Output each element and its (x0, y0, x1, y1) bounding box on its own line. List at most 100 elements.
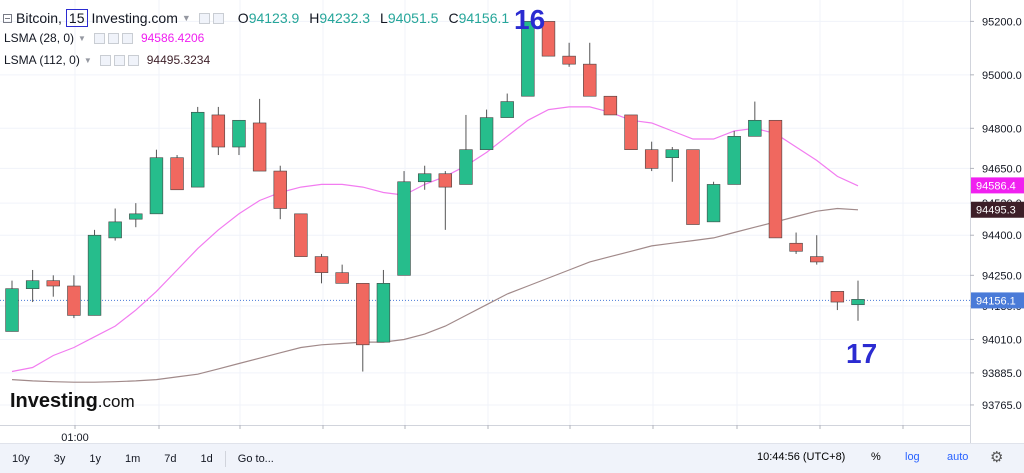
candle-body (417, 173, 432, 183)
lsma28-line (11, 106, 859, 373)
close-icon[interactable] (127, 54, 139, 66)
interval-box[interactable]: 15 (65, 9, 88, 27)
y-tick-label: 94800.0 (982, 123, 1022, 135)
price-badge-label: 94586.4 (976, 180, 1016, 192)
x-tick-label: 01:00 (61, 432, 89, 443)
bottom-toolbar: 10y 3y 1y 1m 7d 1d Go to... (0, 443, 1024, 473)
candle-body (87, 234, 102, 316)
range-1d[interactable]: 1d (200, 452, 213, 465)
lsma28-legend: LSMA (28, 0) ▼ 94586.4206 (0, 31, 204, 45)
price-badge (971, 292, 1024, 309)
auto-toggle[interactable]: auto (947, 451, 969, 463)
range-1m[interactable]: 1m (125, 452, 141, 465)
candle-body (170, 157, 184, 191)
symbol-name: Bitcoin, (16, 10, 62, 26)
candle-body (706, 184, 721, 223)
candle-body (810, 256, 824, 263)
annotation-16: 16 (514, 4, 546, 35)
eye-icon[interactable] (93, 32, 105, 44)
range-3y[interactable]: 3y (53, 452, 66, 465)
candle-body (686, 149, 700, 225)
source-name: Investing.com (91, 10, 178, 26)
y-tick-label: 94250.0 (982, 270, 1022, 282)
candle-body (748, 119, 762, 137)
candle-body (768, 119, 783, 239)
chevron-down-icon[interactable]: ▼ (83, 55, 92, 65)
y-tick-label: 95200.0 (982, 16, 1022, 28)
y-tick-label: 94010.0 (982, 334, 1022, 346)
goto-button[interactable]: Go to... (237, 452, 274, 465)
chevron-down-icon[interactable]: ▼ (78, 33, 86, 43)
price-badge-label: 94156.1 (976, 295, 1016, 307)
candle-body (314, 256, 329, 273)
candle-body (727, 136, 741, 185)
clock-display: 10:44:56 (UTC+8) (757, 451, 846, 463)
logo-main: Investing (10, 390, 98, 412)
candle-body (108, 221, 122, 239)
candle-body (211, 114, 226, 148)
y-tick-label: 93885.0 (982, 368, 1022, 380)
candle-body (191, 111, 205, 188)
close-icon[interactable] (121, 32, 133, 44)
candle-body (232, 119, 246, 148)
range-7d[interactable]: 7d (164, 452, 177, 465)
candle-body (459, 149, 473, 185)
series-settings-icons[interactable] (198, 12, 224, 24)
gear-icon[interactable] (212, 12, 224, 24)
candle-body (397, 181, 411, 276)
y-tick-label: 94650.0 (982, 163, 1022, 175)
price-badge (971, 201, 1024, 218)
candle-body (624, 114, 638, 150)
eye-icon[interactable] (99, 54, 111, 66)
high-label: H (309, 10, 320, 26)
candle-body (252, 122, 267, 172)
candle-body (25, 280, 40, 289)
y-tick-label: 93765.0 (982, 400, 1022, 412)
candle-body (665, 149, 679, 159)
gear-icon[interactable] (113, 54, 125, 66)
candle-body (644, 149, 659, 169)
candle-body (5, 288, 19, 332)
low-label: L (380, 10, 388, 26)
candle-body (521, 21, 535, 97)
open-label: O (237, 10, 249, 26)
candle-body (562, 55, 576, 65)
candle-body (46, 280, 60, 287)
price-badge (971, 177, 1024, 194)
percent-toggle[interactable]: % (871, 451, 881, 463)
lsma28-value: 94586.4206 (140, 31, 205, 45)
gear-icon[interactable]: ⚙ (990, 449, 1004, 466)
range-1y[interactable]: 1y (89, 452, 101, 465)
open-value: 94123.9 (248, 10, 300, 26)
price-chart[interactable]: 01:0093765.093885.094010.094135.094250.0… (0, 0, 1024, 443)
gear-icon[interactable] (107, 32, 119, 44)
log-toggle[interactable]: log (905, 451, 920, 463)
candle-body (830, 291, 845, 303)
range-10y[interactable]: 10y (12, 452, 30, 465)
candle-body (129, 213, 143, 220)
lsma112-settings-icons[interactable] (99, 54, 139, 66)
close-value: 94156.1 (458, 10, 510, 26)
logo-suffix: .com (97, 392, 135, 411)
divider (224, 450, 226, 467)
candle-body (583, 63, 597, 97)
candle-body (67, 285, 81, 316)
collapse-icon[interactable] (3, 13, 12, 23)
lsma28-settings-icons[interactable] (93, 32, 133, 44)
price-badge-label: 94495.3 (976, 205, 1016, 217)
chevron-down-icon[interactable]: ▼ (181, 13, 191, 23)
lsma28-label: LSMA (28, 0) (4, 31, 75, 45)
candle-body (273, 170, 287, 209)
close-label: C (448, 10, 459, 26)
candle-body (438, 173, 453, 188)
eye-icon[interactable] (198, 12, 210, 24)
candle-body (294, 213, 308, 257)
candle-body (376, 283, 391, 343)
candle-body (335, 272, 349, 284)
candle-body (500, 101, 514, 118)
lsma112-value: 94495.3234 (146, 53, 211, 67)
candle-body (789, 242, 803, 252)
candle-body (603, 95, 618, 116)
candle-body (851, 299, 865, 306)
